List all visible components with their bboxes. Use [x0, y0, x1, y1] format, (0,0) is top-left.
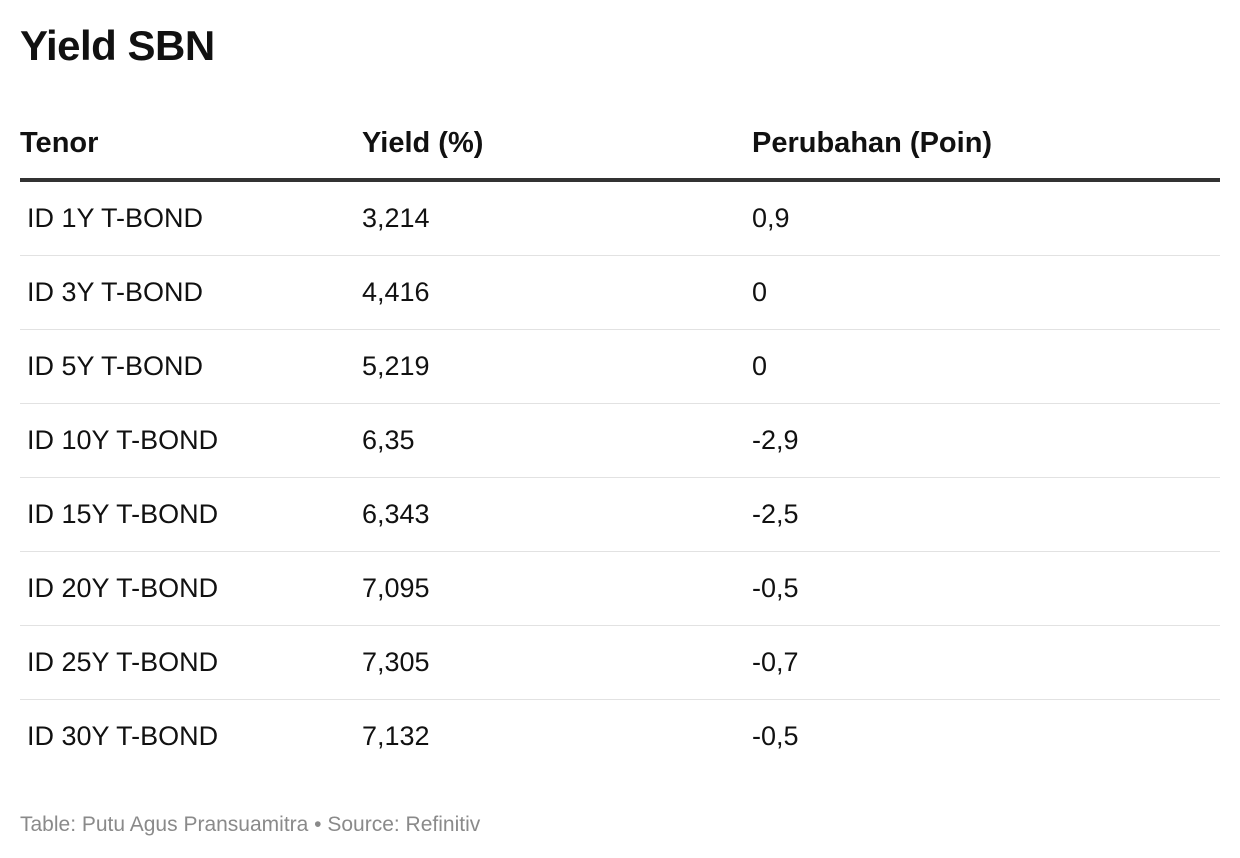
cell-tenor: ID 20Y T-BOND — [20, 551, 362, 626]
cell-yield: 3,214 — [362, 180, 752, 256]
cell-tenor: ID 5Y T-BOND — [20, 329, 362, 404]
header-yield: Yield (%) — [362, 108, 752, 182]
chart-title: Yield SBN — [20, 22, 215, 69]
cell-change: 0,9 — [752, 180, 1220, 256]
table-row: ID 25Y T-BOND 7,305 -0,7 — [20, 625, 1220, 700]
table-row: ID 5Y T-BOND 5,219 0 — [20, 329, 1220, 404]
cell-yield: 7,132 — [362, 721, 430, 751]
cell-tenor: ID 1Y T-BOND — [20, 180, 362, 256]
table-row: ID 3Y T-BOND 4,416 0 — [20, 255, 1220, 330]
cell-yield: 4,416 — [362, 255, 752, 330]
cell-yield: 7,305 — [362, 625, 752, 700]
table-row: ID 30Y T-BOND 7,132 -0,5 — [20, 700, 1220, 774]
cell-tenor: ID 15Y T-BOND — [20, 477, 362, 552]
cell-tenor: ID 25Y T-BOND — [20, 625, 362, 700]
cell-change: 0 — [752, 329, 1220, 404]
cell-tenor: ID 30Y T-BOND — [27, 721, 219, 751]
source-footer: Table: Putu Agus Pransuamitra • Source: … — [20, 813, 481, 836]
cell-change: -0,5 — [752, 721, 799, 751]
cell-yield: 5,219 — [362, 329, 752, 404]
header-change: Perubahan (Poin) — [752, 108, 1220, 182]
cell-change: -0,7 — [752, 625, 1220, 700]
cell-change: -2,9 — [752, 403, 1220, 478]
cell-change: -2,5 — [752, 477, 1220, 552]
cell-tenor: ID 3Y T-BOND — [20, 255, 362, 330]
table-row: ID 10Y T-BOND 6,35 -2,9 — [20, 403, 1220, 478]
cell-yield: 6,343 — [362, 477, 752, 552]
table-row: ID 1Y T-BOND 3,214 0,9 — [20, 180, 1220, 256]
table-row: ID 15Y T-BOND 6,343 -2,5 — [20, 477, 1220, 552]
cell-yield: 6,35 — [362, 403, 752, 478]
cell-change: -0,5 — [752, 551, 1220, 626]
cell-tenor: ID 10Y T-BOND — [20, 403, 362, 478]
cell-yield: 7,095 — [362, 551, 752, 626]
header-tenor: Tenor — [20, 108, 362, 182]
yield-table: Tenor Yield (%) Perubahan (Poin) ID 1Y T… — [20, 108, 1220, 773]
table-header-row: Tenor Yield (%) Perubahan (Poin) — [20, 108, 1220, 182]
table-row: ID 20Y T-BOND 7,095 -0,5 — [20, 551, 1220, 626]
cell-change: 0 — [752, 255, 1220, 330]
